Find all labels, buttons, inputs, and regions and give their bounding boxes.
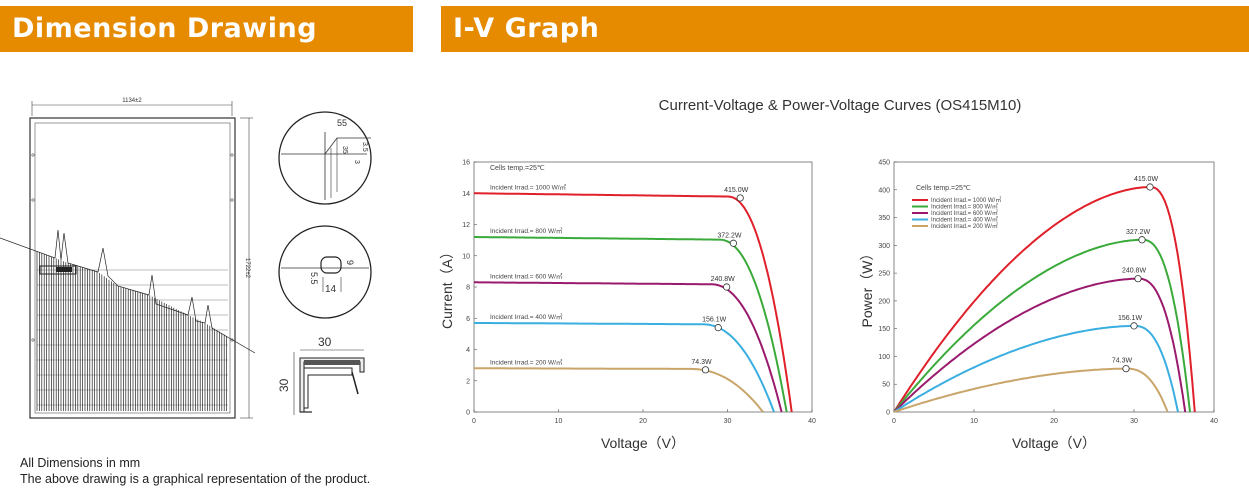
max-power-label: 74.3W [1112, 358, 1133, 365]
y-tick-label: 200 [878, 298, 890, 305]
x-tick-label: 30 [1130, 418, 1138, 425]
legend-label: Incident Irrad.= 1000 W/㎡ [931, 196, 1001, 204]
y-tick-label: 8 [466, 285, 470, 292]
y-tick-label: 450 [878, 160, 890, 167]
series-line [893, 185, 1196, 413]
frame-corner-detail: 55 35 3 3.5 [278, 111, 372, 205]
mounting-hole-detail: 9 5.5 14 [278, 225, 372, 319]
y-tick-label: 50 [882, 382, 890, 389]
y-tick-label: 250 [878, 271, 890, 278]
legend-label: Incident Irrad.= 400 W/㎡ [931, 216, 998, 224]
x-tick-label: 30 [724, 418, 732, 425]
max-power-point [1130, 322, 1138, 330]
x-tick-label: 40 [1210, 418, 1218, 425]
iv-chart-title: Current-Voltage & Power-Voltage Curves (… [658, 97, 1022, 114]
y-tick-label: 10 [462, 253, 470, 260]
x-tick-label: 10 [555, 418, 563, 425]
y-tick-label: 0 [466, 410, 470, 417]
max-power-label: 240.8W [1122, 268, 1147, 275]
y-axis-label: Power（W） [859, 247, 875, 328]
series-line [474, 367, 764, 413]
series-label: Incident Irrad.= 1000 W/㎡ [490, 182, 567, 191]
y-tick-label: 150 [878, 326, 890, 333]
corner-dim-3: 3 [353, 160, 360, 164]
dimension-drawing-header: Dimension Drawing [0, 6, 413, 52]
max-power-label: 415.0W [724, 187, 749, 194]
max-power-point [736, 194, 744, 202]
dimension-notes: All Dimensions in mm The above drawing i… [20, 455, 370, 487]
section-dim-height: 30 [277, 378, 291, 392]
max-power-point [1134, 275, 1142, 283]
temperature-note: Cells temp.=25℃ [916, 185, 971, 192]
y-tick-label: 4 [466, 347, 470, 354]
x-tick-label: 0 [472, 418, 476, 425]
x-tick-label: 20 [639, 418, 647, 425]
notes-line-2: The above drawing is a graphical represe… [20, 472, 371, 486]
legend-label: Incident Irrad.= 200 W/㎡ [931, 222, 998, 230]
hole-dim-3: 14 [325, 284, 337, 295]
series-label: Incident Irrad.= 200 W/㎡ [490, 357, 563, 366]
panel-width-label: 1134±2 [122, 98, 142, 104]
hole-dim-2: 5.5 [309, 272, 319, 285]
plot-frame [473, 161, 813, 413]
panel-height-label: 1722±2 [244, 258, 250, 279]
corner-dim-1: 55 [337, 118, 347, 128]
max-power-label: 156.1W [1118, 315, 1143, 322]
current-voltage-chart: 0 10 20 30 40 0 2 4 6 8 10 12 14 16 Voltage（V） Current（… [439, 160, 816, 452]
max-power-point [1122, 365, 1130, 373]
x-tick-label: 40 [808, 418, 816, 425]
y-tick-label: 6 [466, 316, 470, 323]
y-tick-label: 400 [878, 187, 890, 194]
y-tick-label: 16 [462, 160, 470, 167]
corner-dim-4: 3.5 [361, 142, 368, 152]
power-voltage-chart: 0 10 20 30 40050100150200250300350400450Volt… [859, 160, 1218, 452]
x-tick-label: 20 [1050, 418, 1058, 425]
y-tick-label: 0 [886, 410, 890, 417]
temperature-note: Cells temp.=25℃ [490, 165, 545, 172]
y-tick-label: 350 [878, 215, 890, 222]
series-label: Incident Irrad.= 400 W/㎡ [490, 312, 563, 321]
iv-graph-header: I-V Graph [441, 6, 1249, 52]
max-power-point [701, 366, 710, 374]
series-line [893, 277, 1187, 413]
y-axis-label: Current（A） [439, 245, 455, 329]
corner-dim-2: 35 [341, 146, 348, 154]
x-tick-label: 0 [892, 418, 896, 425]
notes-line-1: All Dimensions in mm [20, 456, 141, 470]
max-power-point [723, 283, 731, 291]
series-label: Incident Irrad.= 800 W/㎡ [490, 226, 563, 235]
max-power-point [1138, 236, 1146, 244]
max-power-label: 372.2W [717, 232, 742, 239]
y-tick-label: 12 [462, 222, 470, 229]
series-line [893, 367, 1169, 413]
max-power-label: 240.8W [711, 276, 736, 283]
max-power-point [714, 324, 722, 332]
y-tick-label: 300 [878, 243, 890, 250]
x-tick-label: 10 [970, 418, 978, 425]
series-line [474, 281, 783, 413]
max-power-point [729, 239, 738, 247]
legend-label: Incident Irrad.= 800 W/㎡ [931, 203, 998, 211]
max-power-label: 415.0W [1134, 176, 1159, 183]
y-tick-label: 14 [462, 191, 470, 198]
max-power-label: 156.1W [702, 317, 727, 324]
section-dim-width: 30 [318, 335, 332, 349]
series-label: Incident Irrad.= 600 W/㎡ [490, 271, 563, 280]
y-tick-label: 2 [466, 378, 470, 385]
series-line [474, 192, 793, 413]
legend-label: Incident Irrad.= 600 W/㎡ [931, 209, 998, 217]
max-power-point [1146, 183, 1154, 191]
max-power-label: 74.3W [691, 359, 712, 366]
series-line [473, 321, 775, 413]
hole-dim-1: 9 [345, 260, 355, 265]
x-axis-label: Voltage（V） [601, 435, 685, 451]
max-power-label: 327.2W [1126, 229, 1151, 236]
frame-section-detail: 30 30 [277, 335, 365, 415]
y-tick-label: 100 [878, 354, 890, 361]
x-axis-label: Voltage（V） [1012, 435, 1096, 451]
panel-front-drawing: 1134±2 1722±2 [0, 98, 256, 419]
